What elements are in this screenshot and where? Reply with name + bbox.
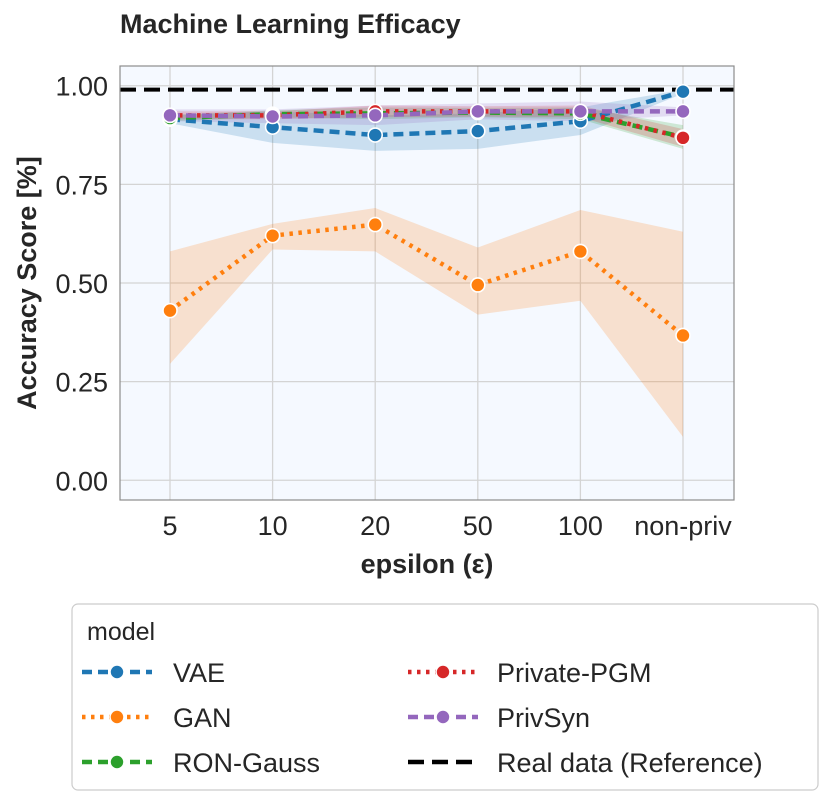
data-point <box>675 83 691 100</box>
x-tick-label: 10 <box>258 511 288 541</box>
legend-items: VAE GAN RON-Gauss Private-PGM PrivSyn Real da… <box>82 658 763 778</box>
series-points <box>162 83 691 344</box>
data-point <box>367 216 384 233</box>
confidence-band <box>170 208 683 437</box>
y-tick-label: 0.50 <box>55 269 108 299</box>
legend: model VAE GAN RON-Gauss Private-PGM PrivSyn R… <box>71 603 819 791</box>
legend-label: PrivSyn <box>497 703 590 733</box>
x-tick-label: 5 <box>162 511 177 541</box>
tick-labels: 0.00 0.25 0.50 0.75 1.00 5 10 20 50 100 non-priv <box>55 72 732 541</box>
x-tick-label: 100 <box>558 511 603 541</box>
data-point <box>469 123 486 139</box>
data-point <box>675 327 691 344</box>
data-point <box>162 302 178 319</box>
confidence-band <box>170 89 683 151</box>
legend-swatch-marker <box>435 664 451 680</box>
series-line <box>169 89 684 138</box>
y-tick-label: 0.00 <box>55 466 108 496</box>
data-point <box>367 107 384 124</box>
data-point <box>367 127 384 143</box>
legend-label: Private-PGM <box>497 658 652 688</box>
data-point <box>675 103 691 120</box>
data-point <box>469 277 486 293</box>
data-point <box>572 103 589 120</box>
legend-swatch-marker <box>109 709 125 725</box>
x-tick-label: 50 <box>463 511 493 541</box>
x-axis-label: epsilon (ε) <box>361 549 494 579</box>
chart-title: Machine Learning Efficacy <box>120 9 461 39</box>
legend-frame <box>71 603 819 791</box>
legend-title: model <box>87 618 155 646</box>
legend-label: RON-Gauss <box>173 748 320 778</box>
y-tick-label: 0.25 <box>55 368 108 398</box>
data-point <box>675 130 691 146</box>
legend-swatch-marker <box>109 754 125 770</box>
legend-swatch-marker <box>109 664 125 680</box>
series-lines <box>168 89 685 338</box>
plot-frame <box>119 65 735 501</box>
data-point <box>162 107 178 124</box>
y-tick-label: 1.00 <box>55 72 108 102</box>
legend-label: Real data (Reference) <box>497 748 763 778</box>
data-point <box>469 103 486 120</box>
data-point <box>572 243 589 260</box>
data-point <box>264 227 281 244</box>
series-line <box>169 109 683 119</box>
y-axis-label: Accuracy Score [%] <box>12 156 42 410</box>
x-tick-label: 20 <box>360 511 390 541</box>
legend-label: VAE <box>173 658 225 688</box>
data-point <box>264 108 281 125</box>
legend-label: GAN <box>173 703 232 733</box>
x-tick-label: non-priv <box>634 511 732 541</box>
series-line <box>168 222 685 338</box>
y-tick-label: 0.75 <box>55 170 108 200</box>
legend-swatch-marker <box>435 709 451 725</box>
